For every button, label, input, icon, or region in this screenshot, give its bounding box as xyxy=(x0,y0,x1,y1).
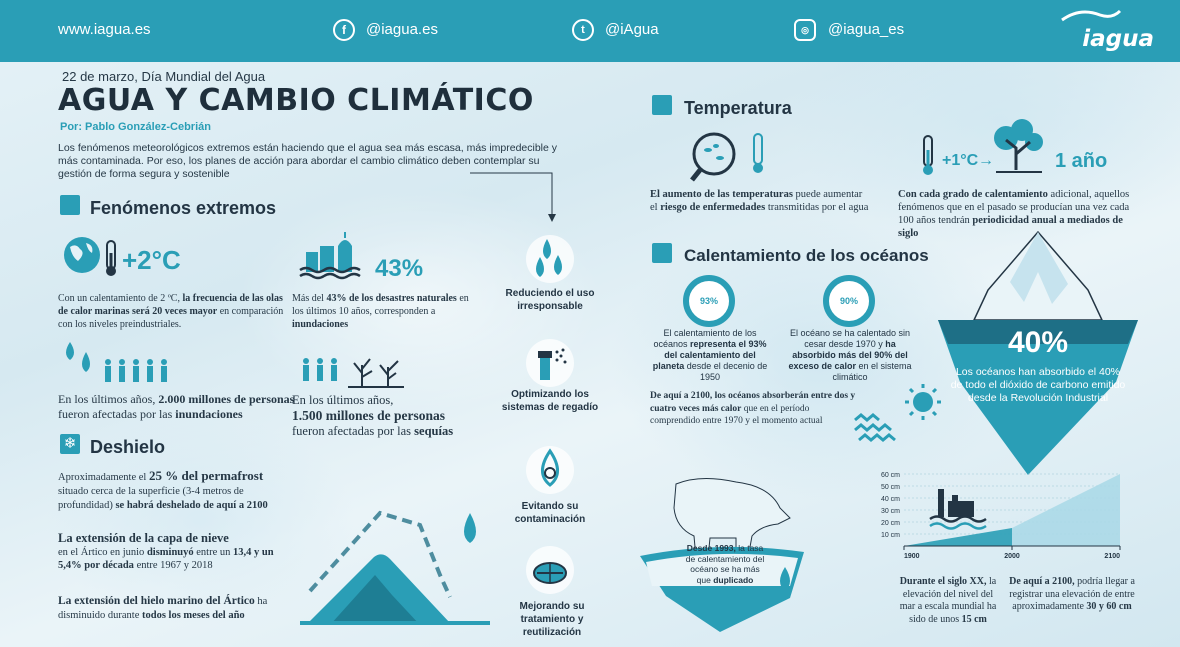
contaminated-drop-icon xyxy=(526,446,574,494)
disasters-percent: 43% xyxy=(375,255,424,282)
future-area xyxy=(1012,474,1120,546)
section-title-deshielo: Deshielo xyxy=(90,437,166,457)
polar-bear-icon xyxy=(640,478,804,632)
x-tick-label: 1900 xyxy=(904,553,920,560)
co2-percent: 40% xyxy=(1007,326,1069,359)
top-banner: www.iagua.es f @iagua.es t @iAgua ◎ @iag… xyxy=(0,0,1180,62)
plus-one-degree: +1°C xyxy=(942,152,979,169)
site-link[interactable]: www.iagua.es xyxy=(58,21,151,38)
section-title-temperatura: Temperatura xyxy=(684,98,792,118)
melting-mountain-icon xyxy=(300,510,490,625)
disease-text: El aumento de las temperaturas puede aum… xyxy=(650,189,869,213)
action-label-1: Reduciendo el uso irresponsable xyxy=(505,288,595,312)
iceberg-icon xyxy=(938,230,1138,475)
action-label-3: Evitando su contaminación xyxy=(514,501,586,525)
twitter-handle[interactable]: @iAgua xyxy=(605,21,659,38)
floods-text: En los últimos años, 2.000 millones de p… xyxy=(58,392,295,421)
sea-level-2100-text: De aquí a 2100, podría llegar a registra… xyxy=(1009,576,1135,612)
co2-text: Los océanos han absorbido el 40% de todo… xyxy=(950,366,1126,404)
thermometer-box-icon xyxy=(652,95,672,115)
sea-ice-text: La extensión del hielo marino del Ártico… xyxy=(58,595,268,621)
drop-icon xyxy=(780,567,790,591)
intro-text: Los fenómenos meteorológicos extremos es… xyxy=(58,142,558,180)
flooded-city-icon xyxy=(299,232,361,280)
heatwave-text: Con un calentamiento de 2 ºC, la frecuen… xyxy=(58,293,284,330)
people-drops-icon xyxy=(66,342,167,382)
logo-wave-icon xyxy=(1061,9,1122,22)
logo[interactable]: iagua xyxy=(1082,26,1154,52)
ocean-93-text: El calentamiento de los océanos represen… xyxy=(652,328,768,382)
instagram-handle[interactable]: @iagua_es xyxy=(828,21,905,38)
snow-text: La extensión de la capa de nieve en el Ár… xyxy=(58,531,274,572)
people-dry-trees-icon xyxy=(303,358,404,388)
temp-badge: +2°C xyxy=(122,245,181,275)
date-line: 22 de marzo, Día Mundial del Agua xyxy=(62,69,266,84)
y-tick-label: 10 cm xyxy=(881,532,900,539)
facebook-handle[interactable]: @iagua.es xyxy=(366,21,438,38)
y-tick-label: 30 cm xyxy=(881,508,900,515)
sprinkler-icon xyxy=(526,339,574,387)
y-tick-label: 60 cm xyxy=(881,472,900,479)
ring-93: 93% xyxy=(683,275,735,327)
lungs-icon xyxy=(60,195,80,215)
frequency-text: Con cada grado de calentamiento adiciona… xyxy=(898,189,1130,239)
y-tick-label: 40 cm xyxy=(881,496,900,503)
ring-90: 90% xyxy=(823,275,875,327)
facebook-icon[interactable]: f xyxy=(333,19,355,41)
action-label-4: Mejorando su tratamiento y reutilización xyxy=(519,601,585,638)
treatment-tank-icon xyxy=(526,546,574,594)
arrow-right-icon: → xyxy=(978,152,994,169)
sun-waves-icon xyxy=(854,384,941,442)
section-title-extremos: Fenómenos extremos xyxy=(90,198,277,218)
disasters-text: Más del 43% de los desastres naturales e… xyxy=(292,293,469,330)
page-title: AGUA Y CAMBIO CLIMÁTICO xyxy=(58,83,534,118)
x-tick-label: 2100 xyxy=(1104,553,1120,560)
drought-text: En los últimos años, 1.500 millones de pe… xyxy=(292,393,454,438)
section-title-oceanos: Calentamiento de los océanos xyxy=(684,246,929,265)
y-tick-label: 50 cm xyxy=(881,484,900,491)
globe-thermometer-icon xyxy=(64,237,116,276)
permafrost-text: Aproximadamente el 25 % del permafrost s… xyxy=(58,468,268,512)
water-drops-icon xyxy=(526,235,574,283)
bear-text: Desde 1993, la tasa de calentamiento del… xyxy=(685,543,765,585)
snowflake-icon: ❄ xyxy=(60,434,80,454)
twitter-icon[interactable]: t xyxy=(572,19,594,41)
one-year: 1 año xyxy=(1055,150,1108,172)
instagram-icon[interactable]: ◎ xyxy=(794,19,816,41)
thermometer-icon xyxy=(923,135,933,175)
microbe-magnifier-icon xyxy=(690,132,763,182)
dry-tree-icon xyxy=(994,119,1043,173)
ocean-heat-text: De aquí a 2100, los océanos absorberán e… xyxy=(650,391,856,426)
sea-level-chart: 10 cm 20 cm 30 cm 40 cm 50 cm 60 cm 1900 2000 21… xyxy=(881,472,1121,560)
author: Por: Pablo González-Cebrián xyxy=(60,121,211,133)
sea-level-20th-text: Durante el siglo XX, la elevación del ni… xyxy=(899,576,997,625)
flooded-factory-icon xyxy=(929,489,987,530)
action-label-2: Optimizando los sistemas de regadío xyxy=(501,389,599,413)
x-tick-label: 2000 xyxy=(1004,553,1020,560)
y-tick-label: 20 cm xyxy=(881,520,900,527)
arrow-connector-icon xyxy=(470,172,556,222)
wave-icon xyxy=(652,243,672,263)
ocean-90-text: El océano se ha calentado sin cesar desd… xyxy=(788,328,912,382)
past-area xyxy=(904,528,1012,546)
